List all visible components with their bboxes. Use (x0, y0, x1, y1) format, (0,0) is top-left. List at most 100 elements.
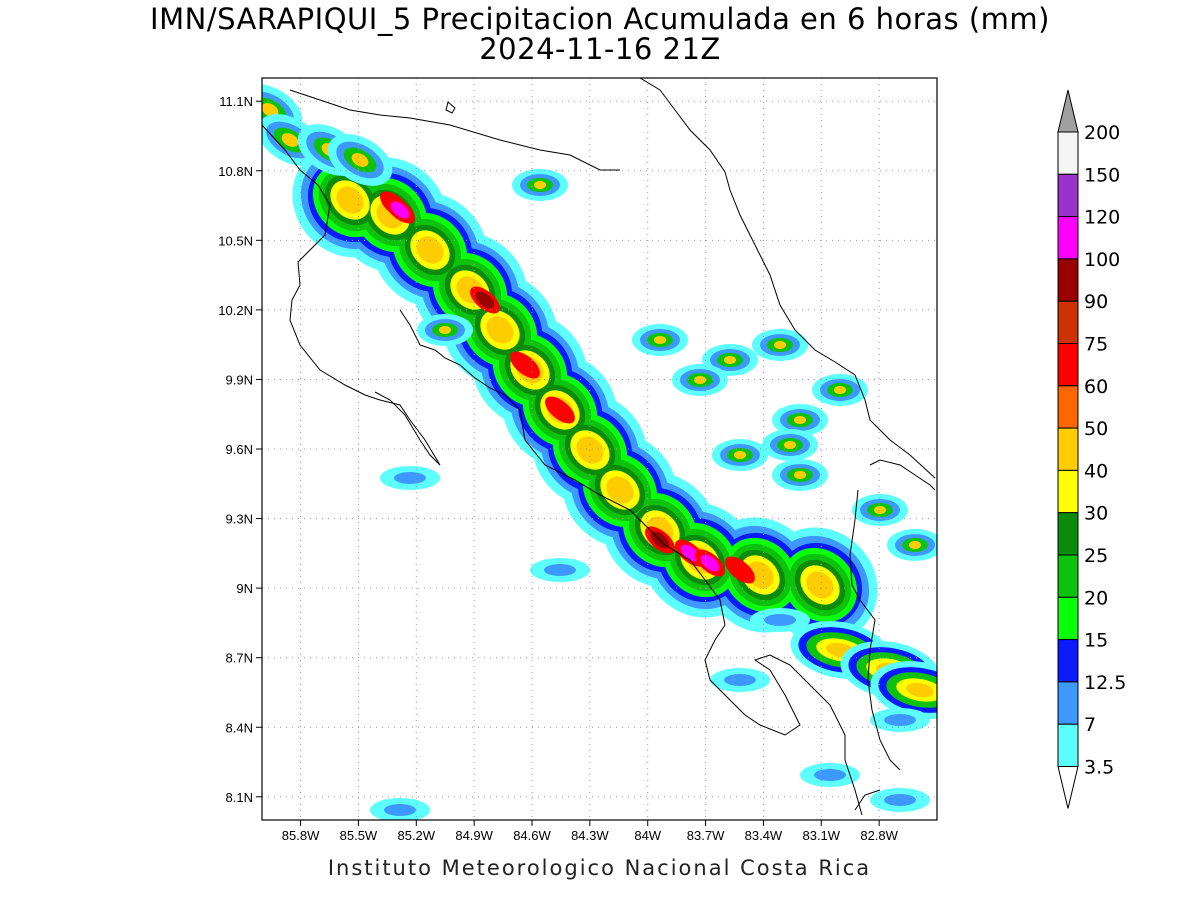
rain-cell (384, 804, 416, 816)
colorbar-segment (1057, 469, 1079, 514)
lon-tick-label: 83.1W (802, 828, 840, 843)
colorbar-segment (1057, 554, 1079, 598)
colorbar: 3.5 7 12.5 15 20 25 30 40 50 60 75 90 100 120 150 200 (1057, 89, 1126, 809)
colorbar-label: 12.5 (1084, 672, 1126, 694)
rain-cell (394, 472, 426, 484)
rain-cell (534, 181, 546, 189)
lat-tick-label: 11.1N (219, 94, 253, 109)
rain-peak (390, 201, 410, 219)
rain-peak (475, 291, 495, 309)
colorbar-top-arrow (1057, 89, 1079, 133)
latitude-ticks: 11.1N 10.8N 10.5N 10.2N 9.9N 9.6N 9.3N 9N 8.7N 8.… (218, 94, 262, 805)
caribbean-coast (639, 78, 936, 479)
rain-band-cell (336, 186, 364, 214)
coastline (262, 78, 936, 816)
rain-cell (724, 674, 756, 686)
colorbar-label: 50 (1084, 418, 1108, 440)
lon-tick-label: 84.3W (571, 828, 609, 843)
colorbar-segment (1057, 131, 1079, 175)
lon-tick-label: 85.8W (282, 828, 320, 843)
colorbar-segment (1057, 216, 1079, 260)
rain-cell (909, 541, 921, 549)
rain-cell (874, 506, 886, 514)
lat-tick-label: 8.1N (226, 790, 253, 805)
lat-tick-label: 9.6N (226, 442, 253, 457)
chart-date: 2024-11-16 21Z (479, 32, 721, 66)
panama-border (849, 459, 936, 811)
rain-cell (906, 682, 934, 698)
rain-band-cell (606, 476, 634, 504)
rain-cell (351, 153, 369, 167)
lat-tick-label: 9.9N (226, 372, 253, 387)
lat-tick-label: 10.5N (218, 233, 253, 248)
rain-cell (281, 133, 299, 147)
rain-cell (544, 564, 576, 576)
colorbar-label: 20 (1084, 587, 1108, 609)
chart-title: IMN/SARAPIQUI_5 Precipitacion Acumulada … (150, 2, 1050, 36)
colorbar-label: 200 (1084, 122, 1120, 144)
lat-tick-label: 10.2N (218, 303, 253, 318)
rain-cell (794, 416, 806, 424)
longitude-ticks: 85.8W 85.5W 85.2W 84.9W 84.6W 84.3W 84W 83.7W 83… (282, 820, 899, 843)
colorbar-label: 3.5 (1084, 757, 1114, 779)
footer-credit: Instituto Meteorologico Nacional Costa R… (327, 856, 872, 880)
map-area (262, 78, 937, 820)
rain-cell (834, 386, 846, 394)
lake-nicaragua (289, 89, 620, 171)
colorbar-segment (1057, 343, 1079, 387)
colorbar-label: 30 (1084, 503, 1108, 525)
lat-tick-label: 8.4N (226, 720, 253, 735)
colorbar-segment (1057, 385, 1079, 429)
colorbar-segment (1057, 173, 1079, 218)
rain-cell (794, 471, 806, 479)
colorbar-segment (1057, 300, 1079, 345)
rain-band-cell (486, 316, 514, 344)
rain-cell (774, 341, 786, 349)
rain-peak (515, 356, 535, 374)
colorbar-segment (1057, 681, 1079, 725)
rain-cell (724, 356, 736, 364)
lon-tick-label: 83.7W (687, 828, 725, 843)
colorbar-bottom-arrow (1057, 766, 1079, 809)
rain-band-cell (416, 236, 444, 264)
colorbar-label: 25 (1084, 545, 1108, 567)
island (445, 101, 456, 114)
rain-peak (680, 544, 700, 562)
lat-tick-label: 8.7N (226, 651, 253, 666)
colorbar-label: 100 (1084, 249, 1120, 271)
colorbar-segment (1057, 258, 1079, 302)
lat-tick-label: 9.3N (226, 512, 253, 527)
colorbar-segment (1057, 639, 1079, 683)
rain-cell (784, 441, 796, 449)
pacific-coast (262, 124, 441, 466)
colorbar-label: 60 (1084, 376, 1108, 398)
rain-cell (654, 336, 666, 344)
colorbar-label: 150 (1084, 164, 1120, 186)
colorbar-label: 90 (1084, 291, 1108, 313)
colorbar-segment (1057, 723, 1079, 768)
rain-cell (884, 714, 916, 726)
rain-peak (730, 561, 750, 579)
precipitation-field (262, 84, 937, 820)
colorbar-label: 7 (1084, 714, 1096, 736)
rain-cell (764, 614, 796, 626)
colorbar-label: 15 (1084, 630, 1108, 652)
colorbar-label: 40 (1084, 460, 1108, 482)
rain-cell (439, 326, 451, 334)
rain-cell (734, 451, 746, 459)
rain-cell (814, 769, 846, 781)
nicoya-gulf (399, 309, 863, 816)
colorbar-label: 120 (1084, 207, 1120, 229)
colorbar-segment (1057, 512, 1079, 556)
lon-tick-label: 85.5W (340, 828, 378, 843)
lon-tick-label: 84W (634, 828, 661, 843)
rain-cell (262, 103, 279, 117)
colorbar-label: 75 (1084, 334, 1108, 356)
lat-tick-label: 9N (236, 581, 253, 596)
lon-tick-label: 84.9W (455, 828, 493, 843)
colorbar-segment (1057, 427, 1079, 471)
lat-tick-label: 10.8N (218, 164, 253, 179)
lon-tick-label: 82.8W (860, 828, 898, 843)
rain-band-cell (806, 571, 834, 599)
